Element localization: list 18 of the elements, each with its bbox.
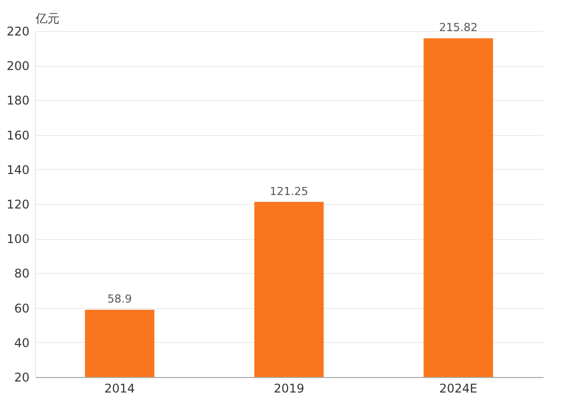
data-label: 215.82 bbox=[439, 21, 478, 34]
y-tick-label: 160 bbox=[6, 128, 30, 142]
x-tick-label: 2014 bbox=[104, 382, 135, 396]
y-tick-label: 100 bbox=[6, 232, 30, 246]
x-tick-label: 2024E bbox=[439, 382, 478, 396]
y-tick-label: 140 bbox=[6, 162, 30, 177]
data-label: 58.9 bbox=[107, 292, 132, 306]
data-label: 121.25 bbox=[270, 184, 308, 198]
y-tick-label: 80 bbox=[14, 266, 30, 281]
x-tick-label: 2019 bbox=[274, 382, 304, 396]
y-tick-label: 40 bbox=[14, 336, 30, 350]
y-tick-label: 60 bbox=[14, 301, 30, 316]
y-axis-title: 亿元 bbox=[34, 12, 60, 26]
y-tick-label: 180 bbox=[6, 94, 30, 108]
y-tick-label: 120 bbox=[6, 198, 30, 212]
y-tick-label: 220 bbox=[6, 24, 30, 38]
y-tick-label: 20 bbox=[14, 370, 30, 384]
y-tick-label: 200 bbox=[6, 59, 30, 74]
